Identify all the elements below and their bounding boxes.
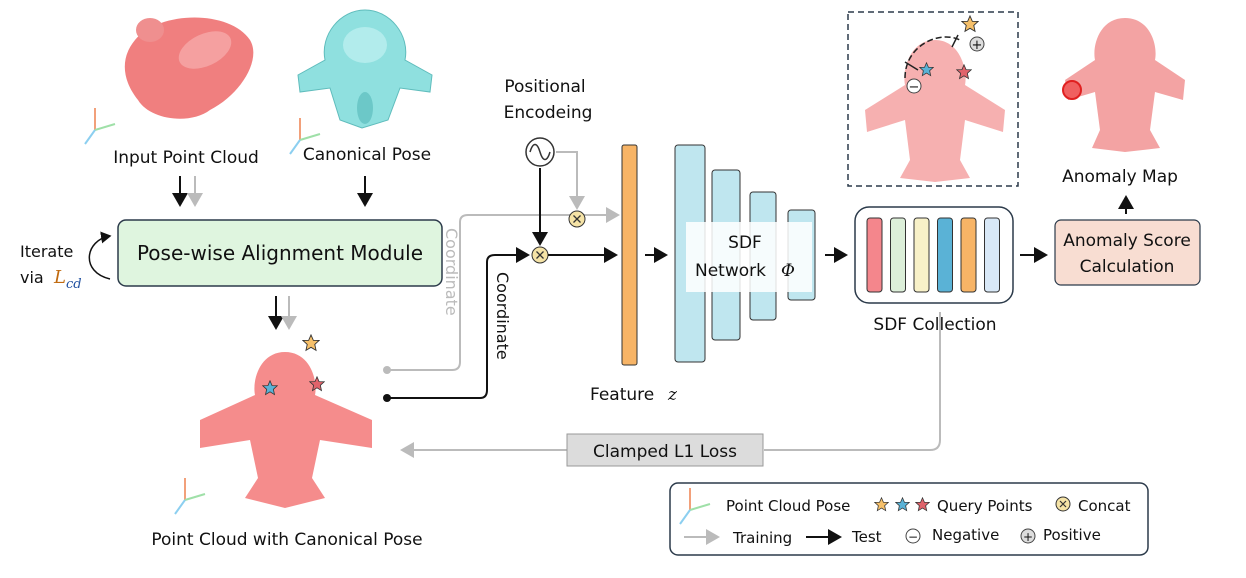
sdf-collection-bar: [984, 217, 1000, 293]
input-shape: [124, 17, 254, 119]
sdf-collection-bars: [866, 217, 1000, 293]
query-points-inset: [847, 11, 1019, 187]
axes-icon: [84, 107, 116, 145]
legend-negative: Negative: [932, 526, 999, 544]
sdf-network-symbol: Φ: [781, 261, 795, 281]
sdf-collection-bar: [866, 217, 883, 293]
legend-positive: Positive: [1043, 526, 1101, 544]
concat-icon: [568, 210, 586, 228]
positional-encoding-label-2: Encodeing: [504, 103, 593, 123]
anomaly-map-label: Anomaly Map: [1062, 167, 1178, 187]
positional-encoding-label: Positional: [504, 77, 585, 97]
legend-point-cloud-pose: Point Cloud Pose: [726, 497, 850, 515]
anomaly-score-label: Anomaly Score: [1063, 231, 1191, 251]
minus-circle-icon: −: [905, 528, 921, 544]
sdf-network: [674, 144, 816, 363]
iterate-arrow: [88, 231, 112, 280]
sdf-collection-bar: [937, 217, 953, 293]
training-coordinate-path: [387, 207, 620, 371]
loss-symbol: L: [53, 267, 66, 288]
concat-icon: [1055, 496, 1071, 512]
sdf-network-label-2: Network: [695, 261, 766, 281]
anomaly-score-box: [1054, 219, 1201, 286]
legend-query-points: Query Points: [937, 497, 1033, 515]
sdf-collection-label: SDF Collection: [873, 315, 996, 335]
pose-alignment-label: Pose-wise Alignment Module: [137, 241, 423, 265]
star-icon: [961, 15, 979, 32]
svg-text:+: +: [1023, 530, 1033, 544]
sdf-collection-bar: [913, 217, 930, 293]
sdf-collection-bar: [960, 217, 977, 293]
sdf-network-label: SDF: [728, 233, 762, 253]
loss-subscript: cd: [66, 277, 82, 292]
anomaly-score-label-2: Calculation: [1080, 257, 1175, 277]
legend: Point Cloud Pose Query Points Concat Tra…: [669, 482, 1149, 556]
pose-alignment-module: [117, 219, 443, 287]
svg-text:−: −: [909, 80, 920, 95]
legend-training: Training: [732, 529, 792, 547]
iterate-via-label: via: [20, 268, 44, 287]
training-arrow: [556, 151, 585, 210]
loss-training-path: [764, 312, 941, 451]
test-coordinate-path: [387, 247, 530, 399]
svg-text:−: −: [908, 530, 918, 544]
legend-test: Test: [851, 528, 882, 546]
star-icon: [302, 334, 320, 351]
plus-circle-icon: +: [1020, 528, 1036, 544]
sdf-collection-bar: [890, 217, 906, 293]
svg-text:+: +: [972, 38, 983, 53]
inset-shape: [865, 15, 1005, 182]
coordinate-training-label: Coordinate: [442, 228, 461, 316]
minus-circle-icon: −: [906, 78, 922, 95]
anomaly-map-shape: [1062, 18, 1185, 152]
feature-symbol: z: [667, 385, 678, 405]
sine-wave-icon: [525, 137, 555, 167]
canonical-pose-label: Canonical Pose: [303, 145, 431, 165]
point-cloud-canonical-label: Point Cloud with Canonical Pose: [151, 530, 422, 550]
plus-circle-icon: +: [969, 36, 985, 53]
concat-icon: [531, 246, 549, 264]
coordinate-test-label: Coordinate: [493, 272, 512, 360]
axes-icon: [174, 477, 206, 515]
feature-bar: [621, 144, 638, 366]
canonical-shape: [297, 9, 433, 129]
clamped-loss-label: Clamped L1 Loss: [593, 442, 737, 462]
clamped-loss-box: [566, 433, 764, 467]
input-point-cloud-label: Input Point Cloud: [113, 148, 259, 168]
feature-label: Feature: [590, 385, 654, 405]
legend-concat: Concat: [1078, 497, 1131, 515]
canonical-point-cloud: [200, 334, 372, 508]
iterate-label: Iterate: [20, 242, 73, 261]
